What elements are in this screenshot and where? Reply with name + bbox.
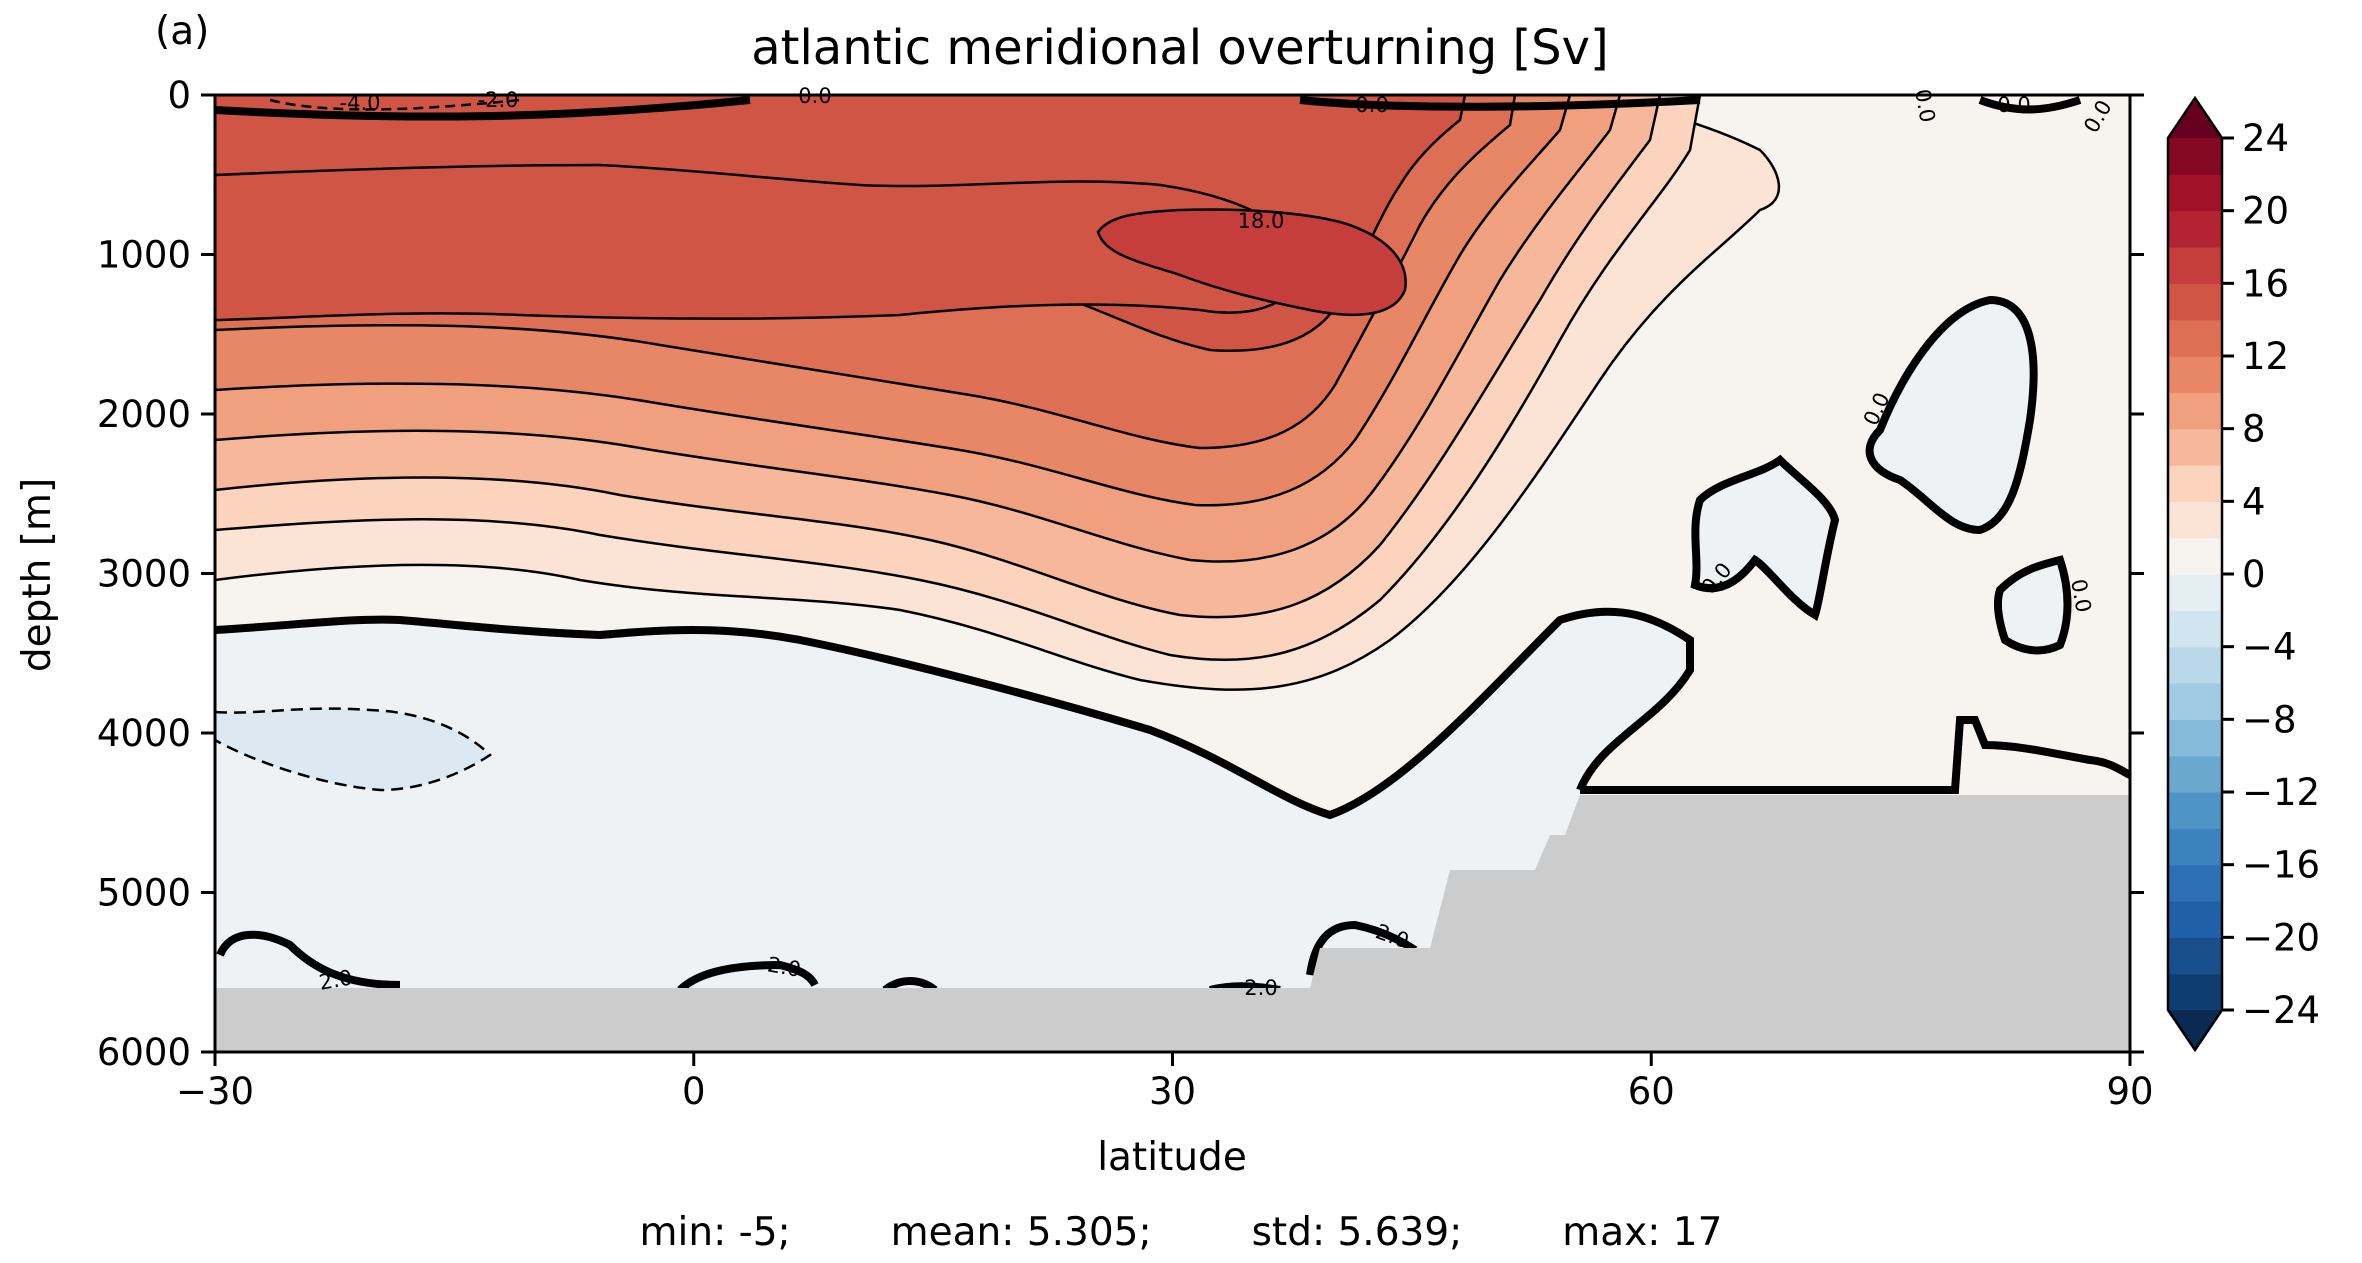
surface-zero-contour [1978,96,2082,114]
contour-label: 2.0 [317,965,354,994]
x-axis-label: latitude [1097,1135,1247,1180]
colorbar-segment [2168,973,2222,1011]
negative-pocket-minus2 [215,707,492,792]
chart-title: atlantic meridional overturning [Sv] [751,20,1609,76]
colorbar-segment [2168,501,2222,539]
contour-label: -2.0 [478,88,519,112]
colorbar-segment [2168,356,2222,393]
bottom-positive-contour [1306,920,1418,976]
colorbar-tick-label: 12 [2242,335,2289,378]
deep-positive-boundary [1580,716,2130,794]
colorbar-segment [2168,792,2222,829]
contour-label: 2.0 [1244,976,1277,1000]
colorbar-segment [2168,138,2222,175]
x-tick-label: 60 [1628,1070,1675,1113]
x-tick-label: 0 [682,1070,706,1113]
y-tick-label: 3000 [97,553,191,596]
contour-label: 0.0 [1355,93,1388,117]
colorbar: −24 −20 −16 −12 −8 −4 0 4 8 12 16 20 24 [2166,95,2320,1053]
y-axis-label: depth [m] [15,478,60,672]
contour-plot-area [215,95,2130,1052]
colorbar-segment [2168,610,2222,648]
stat-std: std: 5.639; [1251,1210,1463,1255]
stat-mean: mean: 5.305; [890,1210,1152,1255]
x-axis: −30 0 30 60 90 [176,1052,2154,1113]
contour-label: 18.0 [1238,209,1285,233]
colorbar-segment [2168,174,2222,212]
contour-label: 0.0 [1910,87,1939,124]
surface-negative-contour [269,98,521,111]
contour-label: 0.0 [2066,577,2095,614]
colorbar-segment [2168,319,2222,357]
statistics-line: min: -5; mean: 5.305; std: 5.639; max: 17 [0,1210,2362,1255]
colorbar-segment [2168,574,2222,611]
colorbar-extend-max [2168,98,2222,138]
deep-negative-pocket-1 [1865,295,2038,535]
colorbar-tick-label: −12 [2242,771,2320,814]
colorbar-segment [2168,283,2222,321]
stat-max: max: 17 [1562,1210,1723,1255]
amoc-figure: (a) atlantic meridional overturning [Sv] [15,9,2320,1180]
colorbar-segment [2168,646,2222,684]
x-tick-label: −30 [176,1070,254,1113]
surface-zero-contour [1299,96,1701,111]
panel-label: (a) [155,9,209,54]
colorbar-tick-label: −24 [2242,989,2320,1032]
colorbar-segment [2168,247,2222,284]
colorbar-segment [2168,210,2222,248]
x-tick-label: 90 [2106,1070,2153,1113]
colorbar-segment [2168,428,2222,466]
bottom-positive-contour [677,960,819,993]
max-contour-18 [1096,208,1407,316]
deep-negative-pocket-3 [1993,555,2072,655]
colorbar-tick-label: −4 [2242,626,2297,669]
contour-label: 2.0 [766,952,803,981]
zero-contour-main [215,607,1694,820]
y-tick-label: 2000 [97,393,191,436]
colorbar-segment [2168,828,2222,866]
colorbar-segment [2168,901,2222,938]
bottom-positive-contour [216,930,401,989]
colorbar-tick-label: 16 [2242,262,2289,305]
y-axis: 0 1000 2000 3000 4000 5000 6000 [97,74,2144,1074]
colorbar-segment [2168,719,2222,757]
bottom-positive-contour [882,977,938,994]
y-tick-label: 4000 [97,712,191,755]
colorbar-extend-min [2168,1010,2222,1050]
colorbar-segment [2168,864,2222,902]
colorbar-segment [2168,465,2222,502]
x-tick-label: 30 [1149,1070,1196,1113]
colorbar-segment [2168,755,2222,793]
colorbar-tick-label: −16 [2242,844,2320,887]
colorbar-tick-label: 4 [2242,480,2266,523]
y-tick-label: 6000 [97,1031,191,1074]
colorbar-tick-label: −8 [2242,698,2297,741]
y-tick-label: 5000 [97,872,191,915]
contour-label: 0.0 [1997,93,2030,117]
colorbar-segment [2168,537,2222,575]
colorbar-tick-label: 20 [2242,190,2289,233]
colorbar-segment [2168,392,2222,430]
surface-zero-contour [215,96,751,121]
colorbar-tick-label: −20 [2242,916,2320,959]
deep-negative-pocket-2 [1690,454,1840,621]
bathymetry [215,795,2130,1052]
colorbar-tick-label: 24 [2242,117,2289,160]
colorbar-tick-label: 0 [2242,553,2266,596]
y-tick-label: 1000 [97,234,191,277]
colorbar-segment [2168,937,2222,975]
colorbar-tick-label: 8 [2242,408,2266,451]
y-tick-label: 0 [167,74,191,117]
stat-min: min: -5; [639,1210,791,1255]
colorbar-segment [2168,683,2222,720]
